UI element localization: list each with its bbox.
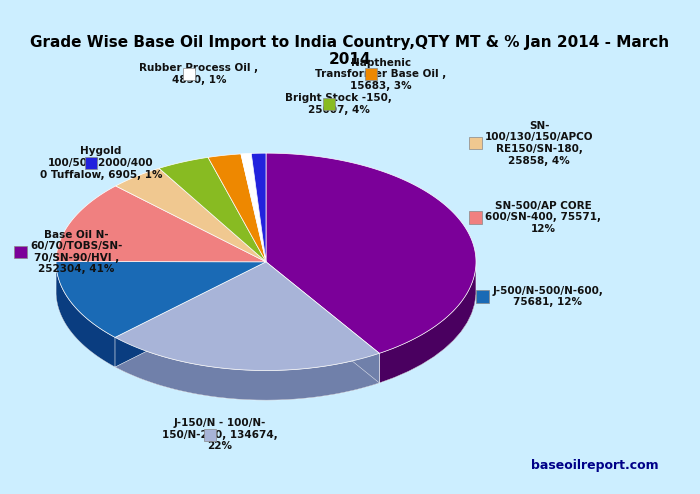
- Polygon shape: [56, 186, 266, 262]
- Polygon shape: [115, 262, 266, 367]
- Text: Hygold
100/500/2000/400
0 Tuffalow, 6905, 1%: Hygold 100/500/2000/400 0 Tuffalow, 6905…: [40, 146, 162, 180]
- Ellipse shape: [56, 183, 476, 400]
- Polygon shape: [56, 264, 115, 367]
- Polygon shape: [241, 154, 266, 262]
- Polygon shape: [115, 262, 266, 367]
- Text: Napthenic
Transformer Base Oil ,
15683, 3%: Napthenic Transformer Base Oil , 15683, …: [315, 57, 447, 91]
- Polygon shape: [266, 262, 379, 383]
- Text: Rubber Process Oil ,
4850, 1%: Rubber Process Oil , 4850, 1%: [139, 63, 258, 85]
- Polygon shape: [56, 261, 266, 337]
- Text: SN-
100/130/150/APCO
RE150/SN-180,
25858, 4%: SN- 100/130/150/APCO RE150/SN-180, 25858…: [485, 121, 594, 165]
- Text: J-500/N-500/N-600,
75681, 12%: J-500/N-500/N-600, 75681, 12%: [492, 286, 603, 307]
- Polygon shape: [115, 262, 379, 370]
- Polygon shape: [251, 153, 266, 262]
- Text: Bright Stock -150,
25007, 4%: Bright Stock -150, 25007, 4%: [286, 93, 392, 115]
- Polygon shape: [159, 158, 266, 262]
- Polygon shape: [115, 337, 379, 400]
- Text: Grade Wise Base Oil Import to India Country,QTY MT & % Jan 2014 - March
2014: Grade Wise Base Oil Import to India Coun…: [30, 35, 670, 67]
- Text: baseoilreport.com: baseoilreport.com: [531, 459, 659, 472]
- Text: Base Oil N-
60/70/TOBS/SN-
70/SN-90/HVI ,
252304, 41%: Base Oil N- 60/70/TOBS/SN- 70/SN-90/HVI …: [30, 230, 122, 274]
- Polygon shape: [266, 262, 379, 383]
- Text: SN-500/AP CORE
600/SN-400, 75571,
12%: SN-500/AP CORE 600/SN-400, 75571, 12%: [485, 201, 601, 234]
- Polygon shape: [379, 265, 476, 383]
- Polygon shape: [116, 168, 266, 262]
- Polygon shape: [266, 153, 476, 353]
- Polygon shape: [208, 154, 266, 262]
- Text: J-150/N - 100/N-
150/N-250, 134674,
22%: J-150/N - 100/N- 150/N-250, 134674, 22%: [162, 418, 278, 452]
